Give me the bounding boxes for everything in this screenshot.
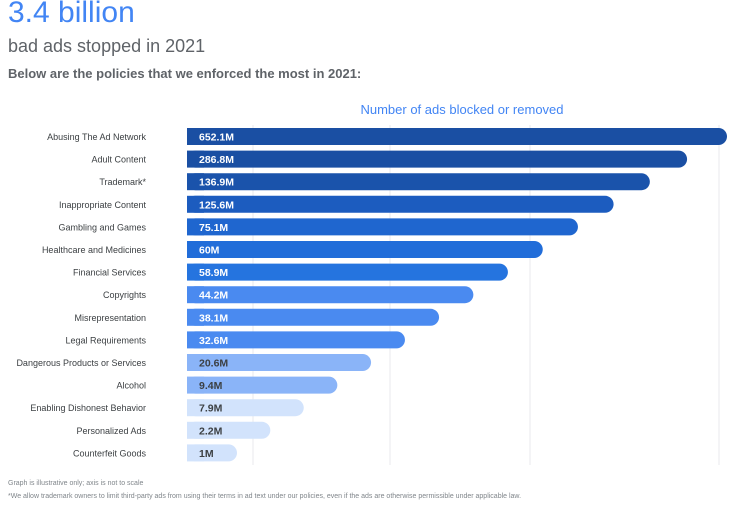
bar-cap [187, 128, 204, 145]
bar-cap [187, 331, 204, 349]
category-label: Legal Requirements [65, 335, 146, 345]
value-label: 1M [199, 448, 214, 460]
value-label: 286.8M [199, 154, 234, 166]
bar [187, 308, 440, 326]
bar-cap [187, 308, 204, 326]
category-label: Enabling Dishonest Behavior [30, 403, 146, 413]
category-label: Healthcare and Medicines [42, 245, 147, 255]
headline: 3.4 billion [8, 0, 135, 29]
bar-cap [187, 241, 204, 258]
value-label: 60M [199, 245, 220, 257]
value-label: 58.9M [199, 267, 228, 279]
bar [187, 376, 338, 394]
value-label: 2.2M [199, 425, 223, 437]
bar [187, 331, 405, 349]
value-label: 32.6M [199, 335, 228, 347]
category-label: Counterfeit Goods [73, 448, 147, 458]
category-label: Abusing The Ad Network [47, 132, 146, 142]
category-label: Financial Services [73, 268, 147, 278]
category-label: Gambling and Games [58, 222, 146, 232]
bar-cap [187, 150, 204, 168]
footnote-trademark: *We allow trademark owners to limit thir… [8, 493, 522, 500]
bar-cap [187, 218, 204, 236]
bar-cap [187, 376, 204, 394]
category-label: Adult Content [91, 155, 146, 165]
bar-cap [187, 421, 204, 439]
category-label: Misrepresentation [74, 313, 146, 323]
intro-text: Below are the policies that we enforced … [8, 66, 362, 81]
bar-chart: Number of ads blocked or removed Abusing … [16, 102, 727, 465]
bar [187, 286, 474, 304]
bar [187, 241, 543, 258]
bar-cap [187, 354, 204, 371]
subheadline: bad ads stopped in 2021 [8, 36, 206, 56]
bar-cap [187, 195, 204, 213]
category-label: Alcohol [116, 381, 146, 391]
bar [187, 128, 727, 145]
bar-cap [187, 444, 204, 462]
bar [187, 173, 650, 191]
value-label: 9.4M [199, 380, 223, 392]
bar-cap [187, 399, 204, 417]
value-label: 125.6M [199, 199, 234, 211]
value-label: 136.9M [199, 177, 234, 189]
value-label: 75.1M [199, 222, 228, 234]
category-label: Inappropriate Content [59, 200, 147, 210]
value-label: 44.2M [199, 290, 228, 302]
bar-cap [187, 263, 204, 281]
bar [187, 399, 304, 417]
bar [187, 150, 688, 168]
bar-cap [187, 286, 204, 304]
bar [187, 263, 508, 281]
value-label: 652.1M [199, 132, 234, 144]
category-label: Copyrights [103, 290, 147, 300]
value-label: 7.9M [199, 403, 223, 415]
category-label: Trademark* [99, 177, 146, 187]
bar-cap [187, 173, 204, 191]
value-label: 38.1M [199, 312, 228, 324]
footnote-scale: Graph is illustrative only; axis is not … [8, 480, 144, 487]
category-label: Personalized Ads [76, 426, 146, 436]
bar [187, 421, 271, 439]
value-label: 20.6M [199, 358, 228, 370]
category-label: Dangerous Products or Services [16, 358, 146, 368]
bar [187, 218, 578, 236]
bar [187, 354, 372, 371]
bar [187, 195, 614, 213]
chart-title: Number of ads blocked or removed [360, 102, 563, 117]
